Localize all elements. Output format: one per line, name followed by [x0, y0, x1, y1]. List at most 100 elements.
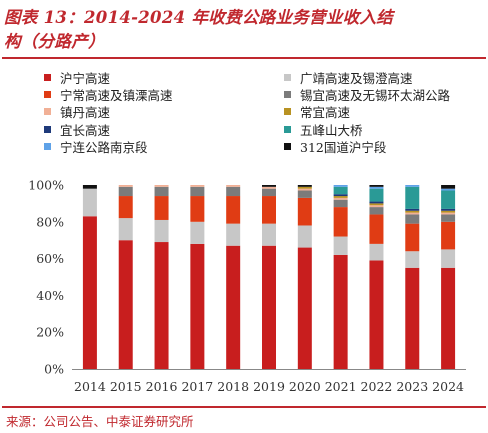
- bar-segment: [226, 223, 241, 246]
- y-tick-label: 40%: [36, 288, 64, 303]
- x-tick-label: 2016: [146, 379, 178, 394]
- legend-swatch: [284, 108, 291, 116]
- bar-segment: [405, 208, 420, 211]
- bar-segment: [333, 194, 348, 197]
- bar-segment: [297, 185, 312, 187]
- legend-swatch: [284, 142, 291, 150]
- bar-segment: [333, 185, 348, 187]
- y-tick-label: 20%: [36, 325, 64, 340]
- bar-segment: [190, 185, 205, 187]
- bar-segment: [369, 185, 384, 187]
- legend-label: 广靖高速及锡澄高速: [300, 71, 413, 86]
- x-tick-label: 2019: [253, 379, 285, 394]
- bar-segment: [154, 242, 169, 369]
- bar-segment: [369, 243, 384, 261]
- bar-segment: [333, 197, 348, 200]
- legend-swatch: [44, 91, 51, 99]
- bar-segment: [190, 243, 205, 369]
- bar-segment: [333, 196, 348, 198]
- bar-segment: [441, 185, 456, 189]
- legend-item: 广靖高速及锡澄高速: [284, 68, 413, 87]
- legend-item: 沪宁高速: [44, 68, 110, 87]
- bar-segment: [369, 214, 384, 244]
- legend-item: 宁连公路南京段: [44, 137, 148, 156]
- legend-swatch: [44, 142, 51, 150]
- bar-segment: [369, 205, 384, 208]
- bar-segment: [262, 196, 276, 224]
- bar-segment: [190, 221, 205, 244]
- bar-segment: [441, 214, 456, 222]
- y-tick-label: 0%: [44, 362, 64, 377]
- legend-item: 312国道沪宁段: [284, 137, 386, 156]
- bar-segment: [154, 196, 169, 220]
- legend-label: 常宜高速: [300, 105, 351, 121]
- bar-segment: [333, 236, 348, 255]
- bar-segment: [297, 247, 312, 369]
- legend-label: 312国道沪宁段: [300, 139, 387, 155]
- bar-segment: [262, 223, 276, 246]
- bar-segment: [190, 186, 205, 197]
- y-tick-label: 80%: [36, 214, 64, 229]
- bar-segment: [262, 186, 276, 189]
- bar-segment: [405, 214, 420, 224]
- legend-label: 宁常高速及镇溧高速: [60, 88, 173, 104]
- bar-segment: [118, 196, 133, 219]
- bar-segment: [369, 201, 384, 204]
- bar-segment: [441, 249, 456, 268]
- y-tick-label: 60%: [36, 251, 64, 266]
- x-tick-label: 2020: [289, 379, 321, 394]
- legend-item: 锡宜高速及无锡环太湖公路: [284, 85, 450, 104]
- bar-segment: [441, 267, 456, 369]
- bar-segment: [226, 196, 241, 224]
- chart-title-line-1: 图表 13：2014-2024 年收费公路业务营业收入结: [4, 8, 394, 27]
- bar-segment: [405, 186, 420, 209]
- legend-item: 镇丹高速: [44, 102, 110, 121]
- bar-segment: [405, 251, 420, 268]
- legend-item: 常宜高速: [284, 102, 350, 121]
- bar-segment: [441, 221, 456, 250]
- bar-segment: [226, 185, 241, 187]
- x-tick-label: 2017: [181, 379, 213, 394]
- title-rule: [2, 57, 486, 59]
- legend-item: 宜长高速: [44, 120, 110, 139]
- bar-segment: [118, 218, 133, 241]
- legend-label: 五峰山大桥: [300, 122, 363, 138]
- bar-segment: [154, 219, 169, 243]
- legend-label: 沪宁高速: [60, 71, 111, 86]
- bar-segment: [297, 190, 312, 198]
- bar-segment: [297, 186, 312, 189]
- bar-segment: [441, 188, 456, 191]
- bar-segment: [405, 212, 420, 215]
- bar-segment: [369, 260, 384, 369]
- legend-label: 镇丹高速: [60, 105, 111, 121]
- bar-segment: [262, 245, 276, 369]
- legend-swatch: [284, 125, 291, 133]
- bar-segment: [297, 225, 312, 248]
- legend-label: 宜长高速: [60, 122, 111, 138]
- bar-segment: [82, 216, 97, 369]
- x-tick-label: 2014: [74, 379, 106, 394]
- bar-segment: [333, 186, 348, 195]
- bar-segment: [369, 203, 384, 206]
- bar-segment: [441, 212, 456, 215]
- source-rule: [2, 406, 486, 408]
- bar-segment: [333, 207, 348, 237]
- bar-segment: [118, 240, 133, 369]
- legend-label: 宁连公路南京段: [60, 139, 148, 155]
- bar-segment: [333, 254, 348, 369]
- chart-title: 图表 13：2014-2024 年收费公路业务营业收入结 构（分路产）: [4, 6, 484, 54]
- x-tick-label: 2015: [110, 379, 142, 394]
- bar-segment: [297, 197, 312, 226]
- bar-segment: [441, 208, 456, 211]
- bar-segment: [441, 210, 456, 213]
- bar-segment: [154, 185, 169, 187]
- stacked-bar-chart: 0% 20% 40% 60% 80% 100% 2014 2015 2016 2017 2018 20…: [28, 178, 466, 394]
- x-tick-label: 2021: [325, 379, 357, 394]
- bar-segment: [82, 185, 97, 189]
- bar-segment: [190, 196, 205, 222]
- bar-segment: [82, 188, 97, 217]
- x-tick-label: 2024: [432, 379, 464, 394]
- bar-segment: [226, 186, 241, 197]
- y-tick-label: 100%: [28, 178, 64, 193]
- legend-swatch: [44, 125, 51, 133]
